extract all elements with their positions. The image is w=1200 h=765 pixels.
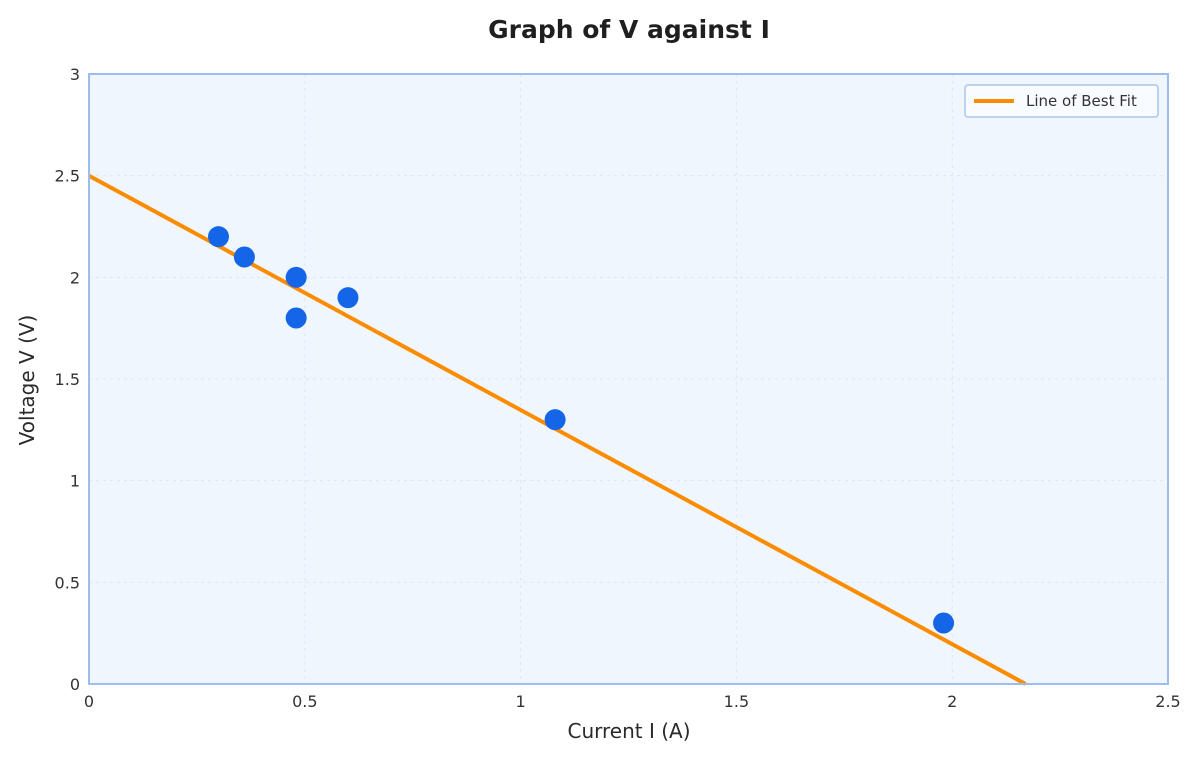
legend-label: Line of Best Fit (1026, 92, 1137, 110)
data-point (933, 612, 955, 634)
legend: Line of Best Fit (964, 84, 1159, 118)
y-tick-label: 1 (70, 472, 80, 491)
x-tick-label: 2.5 (1155, 692, 1180, 711)
data-point (337, 287, 359, 309)
y-tick-label: 2.5 (55, 167, 80, 186)
x-tick-label: 0 (84, 692, 94, 711)
data-point (544, 409, 566, 431)
data-point (207, 226, 229, 248)
y-tick-label: 2 (70, 268, 80, 287)
x-axis-label: Current I (A) (567, 719, 690, 743)
y-tick-label: 0 (70, 675, 80, 694)
x-tick-label: 1.5 (724, 692, 749, 711)
series-layer (88, 173, 1027, 686)
plot-border (88, 73, 1169, 685)
data-point (285, 307, 307, 329)
x-tick-label: 1 (516, 692, 526, 711)
x-tick-label: 2 (947, 692, 957, 711)
x-tick-label: 0.5 (292, 692, 317, 711)
y-tick-label: 1.5 (55, 370, 80, 389)
x-axis-ticks: 0 0.5 1 1.5 2 2.5 (84, 692, 1181, 711)
y-tick-label: 3 (70, 65, 80, 84)
data-point (233, 246, 255, 268)
y-axis-ticks: 0 0.5 1 1.5 2 2.5 3 (55, 65, 80, 694)
data-point (285, 266, 307, 288)
y-tick-label: 0.5 (55, 573, 80, 592)
legend-box (964, 84, 1159, 118)
y-axis-label: Voltage V (V) (15, 315, 39, 446)
chart-title: Graph of V against I (488, 15, 770, 44)
